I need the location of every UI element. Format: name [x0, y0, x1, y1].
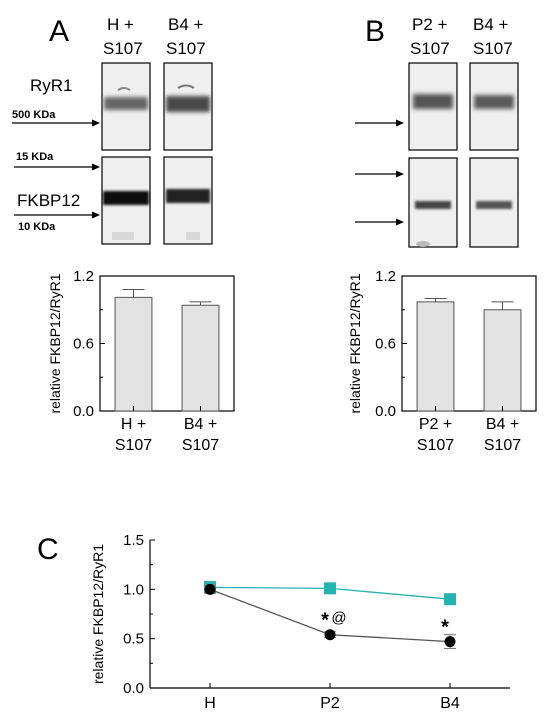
x-tick-label-a-0-0: H +	[121, 416, 146, 433]
y-tick-label-c-3: 1.5	[123, 532, 144, 549]
bar-chart-b: 0.0 0.6 1.2 relative FKBP12/RyR1 P2 + S107 B4 …	[347, 268, 537, 454]
point-c-1-0	[204, 583, 216, 595]
x-tick-label-c-1: P2	[320, 695, 340, 712]
lane-label-b1-line2: S107	[410, 39, 450, 58]
y-tick-label-c-1: 0.5	[123, 631, 144, 648]
panel-letter-c: C	[37, 533, 59, 566]
blot-a-fkbp12-lane1	[101, 156, 151, 245]
marker-arrow-15kda	[14, 163, 100, 171]
marker-10kda-label: 10 KDa	[18, 221, 56, 233]
marker-500kda-label: 500 KDa	[12, 109, 56, 121]
point-c-0-2	[444, 593, 456, 606]
blot-b-fkbp12-lane2	[469, 157, 519, 248]
y-tick-label-b-1: 0.6	[375, 336, 396, 353]
x-tick-label-b-1-1: S107	[484, 437, 521, 454]
significance-at-0: @	[331, 610, 346, 627]
marker-arrow-10kda	[14, 211, 100, 219]
y-axis-label-a: relative FKBP12/RyR1	[47, 273, 63, 413]
blot-label-ryr1: RyR1	[30, 76, 73, 95]
marker-arrow-b-15kda	[355, 170, 404, 178]
x-tick-label-c-2: B4	[440, 695, 460, 712]
x-tick-label-b-1-0: B4 +	[486, 416, 519, 433]
lane-label-b1-line1: P2 +	[412, 15, 448, 34]
x-tick-label-b-0-1: S107	[417, 437, 454, 454]
x-tick-label-c-0: H	[204, 695, 216, 712]
blot-label-fkbp12: FKBP12	[17, 191, 80, 210]
blot-b-fkbp12-lane1	[408, 157, 458, 248]
bar-chart-a: 0.0 0.6 1.2 relative FKBP12/RyR1 H + S107 B4 +…	[47, 268, 235, 454]
y-tick-label-a-1: 0.6	[73, 336, 94, 353]
bar-b-0	[416, 301, 455, 412]
x-tick-label-a-1-0: B4 +	[184, 416, 217, 433]
blot-a-ryr1-lane1	[101, 62, 151, 151]
marker-arrow-b-500kda	[355, 119, 404, 127]
point-c-0-1	[324, 582, 336, 595]
significance-star-0: *	[321, 610, 329, 632]
lane-label-b2-line2: S107	[473, 39, 513, 58]
x-tick-label-b-0-0: P2 +	[419, 416, 452, 433]
blot-a-fkbp12-lane2	[163, 156, 213, 245]
lane-label-b2-line1: B4 +	[473, 15, 509, 34]
y-tick-label-a-0: 0.0	[73, 403, 94, 420]
marker-arrow-500kda	[12, 119, 100, 127]
lane-label-a1-line2: S107	[103, 39, 143, 58]
y-axis-label-b: relative FKBP12/RyR1	[347, 273, 363, 413]
lane-label-a2-line1: B4 +	[168, 15, 204, 34]
blot-b-ryr1-lane2	[469, 62, 519, 151]
x-tick-label-a-1-1: S107	[182, 437, 219, 454]
bar-b-1	[483, 309, 522, 412]
bar-a-1	[181, 304, 220, 412]
point-c-1-2	[444, 636, 456, 648]
point-c-1-1	[324, 629, 336, 641]
y-tick-label-c-2: 1.0	[123, 581, 144, 598]
y-axis-label-c: relative FKBP12/RyR1	[90, 544, 106, 684]
significance-star-1: *	[441, 617, 449, 639]
bar-a-0	[114, 296, 153, 412]
panel-letter-a: A	[49, 15, 69, 48]
marker-15kda-label: 15 KDa	[16, 151, 54, 163]
blot-b-ryr1-lane1	[408, 62, 458, 151]
marker-arrow-b-10kda	[355, 218, 404, 226]
lane-label-a2-line2: S107	[166, 39, 206, 58]
y-tick-label-b-2: 1.2	[375, 268, 396, 285]
blot-a-ryr1-lane2	[163, 62, 213, 151]
panel-letter-b: B	[365, 15, 385, 48]
y-tick-label-c-0: 0.0	[123, 680, 144, 697]
y-tick-label-a-2: 1.2	[73, 268, 94, 285]
lane-label-a1-line1: H +	[107, 15, 134, 34]
y-tick-label-b-0: 0.0	[375, 403, 396, 420]
x-tick-label-a-0-1: S107	[115, 437, 152, 454]
